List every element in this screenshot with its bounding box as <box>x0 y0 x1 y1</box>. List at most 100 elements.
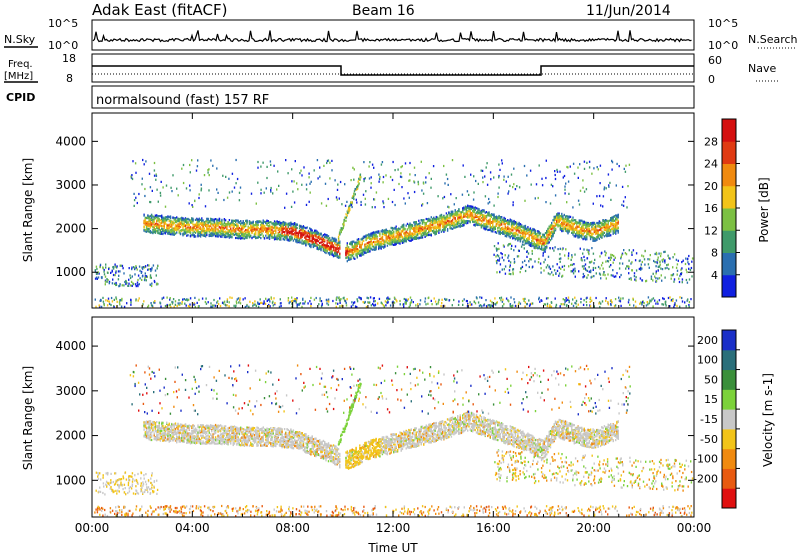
power-echo-cell <box>481 169 484 172</box>
power-echo-cell <box>317 247 320 250</box>
power-echo-cell <box>588 227 591 231</box>
power-echo-cell <box>360 254 362 257</box>
power-echo-cell <box>350 257 352 261</box>
power-echo-cell <box>497 229 499 233</box>
power-echo-cell <box>255 233 257 236</box>
power-echo-cell <box>602 231 604 234</box>
power-echo-cell <box>611 216 613 219</box>
power-echo-cell <box>505 227 508 230</box>
power-echo-cell <box>513 219 515 223</box>
power-echo-cell <box>624 196 626 199</box>
power-echo-cell <box>366 237 369 240</box>
power-echo-cell <box>429 229 431 232</box>
power-echo-cell <box>144 222 147 225</box>
power-echo-cell <box>256 221 258 224</box>
power-echo-cell <box>311 232 313 235</box>
power-echo-cell <box>218 217 221 220</box>
power-echo-cell <box>171 224 173 227</box>
power-echo-cell <box>282 228 284 231</box>
power-echo-cell <box>207 229 209 232</box>
power-echo-cell <box>615 214 617 217</box>
power-echo-cell <box>583 167 586 170</box>
power-echo-cell <box>401 229 404 232</box>
power-echo-cell <box>290 224 292 227</box>
power-echo-cell <box>374 234 376 237</box>
power-echo-cell <box>237 226 239 229</box>
power-echo-cell <box>408 232 410 235</box>
power-echo-cell <box>266 219 268 222</box>
power-echo-cell <box>592 227 594 230</box>
power-echo-cell <box>253 228 256 231</box>
power-echo-cell <box>209 224 212 227</box>
power-echo-cell <box>578 224 580 227</box>
power-echo-cell <box>504 217 506 220</box>
power-echo-cell <box>374 243 376 246</box>
power-echo-cell <box>406 231 409 234</box>
power-echo-cell <box>503 220 505 223</box>
power-echo-cell <box>493 214 495 217</box>
power-echo-cell <box>462 219 464 222</box>
power-echo-cell <box>561 228 563 231</box>
power-echo-cell <box>376 235 379 238</box>
power-echo-cell <box>603 223 606 226</box>
power-echo-cell <box>547 235 549 238</box>
power-echo-cell <box>336 253 338 256</box>
power-echo-cell <box>296 241 298 244</box>
power-echo-cell <box>293 226 296 229</box>
power-echo-cell <box>270 231 272 234</box>
power-echo-cell <box>487 213 489 216</box>
power-echo-cell <box>458 220 460 223</box>
power-echo-cell <box>258 231 261 234</box>
power-echo-cell <box>355 198 357 201</box>
power-echo-cell <box>573 172 576 175</box>
power-echo-cell <box>448 219 450 223</box>
power-echo-cell <box>562 224 564 227</box>
power-echo-cell <box>432 165 435 168</box>
power-echo-cell <box>539 235 542 238</box>
power-echo-cell <box>193 225 195 228</box>
power-echo-cell <box>161 222 163 225</box>
power-echo-cell <box>500 219 503 222</box>
power-echo-cell <box>159 215 162 218</box>
power-echo-cell <box>232 229 234 232</box>
power-echo-cell <box>610 223 612 226</box>
power-echo-cell <box>216 224 218 227</box>
power-echo-cell <box>557 216 559 219</box>
power-echo-cell <box>306 235 308 238</box>
power-echo-cell <box>214 218 217 221</box>
power-echo-cell <box>364 250 366 253</box>
power-echo-cell <box>389 232 391 235</box>
power-echo-cell <box>375 248 377 251</box>
power-echo-cell <box>209 223 212 226</box>
power-echo-cell <box>535 183 538 186</box>
power-echo-cell <box>130 176 133 179</box>
power-echo-cell <box>394 239 396 242</box>
power-echo-cell <box>330 242 332 245</box>
power-echo-cell <box>436 230 439 233</box>
power-echo-cell <box>288 224 291 227</box>
power-echo-cell <box>156 220 158 223</box>
power-echo-cell <box>529 169 532 172</box>
power-echo-cell <box>467 204 469 208</box>
power-echo-cell <box>184 220 187 223</box>
power-echo-cell <box>356 241 358 244</box>
power-echo-cell <box>335 240 337 243</box>
power-echo-cell <box>214 235 217 238</box>
power-echo-cell <box>502 221 504 224</box>
power-echo-cell <box>143 221 145 224</box>
power-echo-cell <box>199 226 202 229</box>
power-echo-cell <box>440 221 443 224</box>
power-echo-cell <box>463 213 465 216</box>
power-echo-cell <box>534 238 537 241</box>
power-echo-cell <box>277 233 279 236</box>
power-echo-cell <box>467 214 469 217</box>
power-echo-cell <box>331 252 333 255</box>
power-echo-cell <box>278 220 281 223</box>
power-echo-cell <box>134 162 137 165</box>
power-echo-cell <box>616 227 618 230</box>
power-echo-cell <box>384 241 386 244</box>
power-echo-cell <box>325 235 327 238</box>
power-echo-cell <box>298 227 301 230</box>
power-echo-cell <box>512 232 514 235</box>
power-echo-cell <box>507 221 509 224</box>
